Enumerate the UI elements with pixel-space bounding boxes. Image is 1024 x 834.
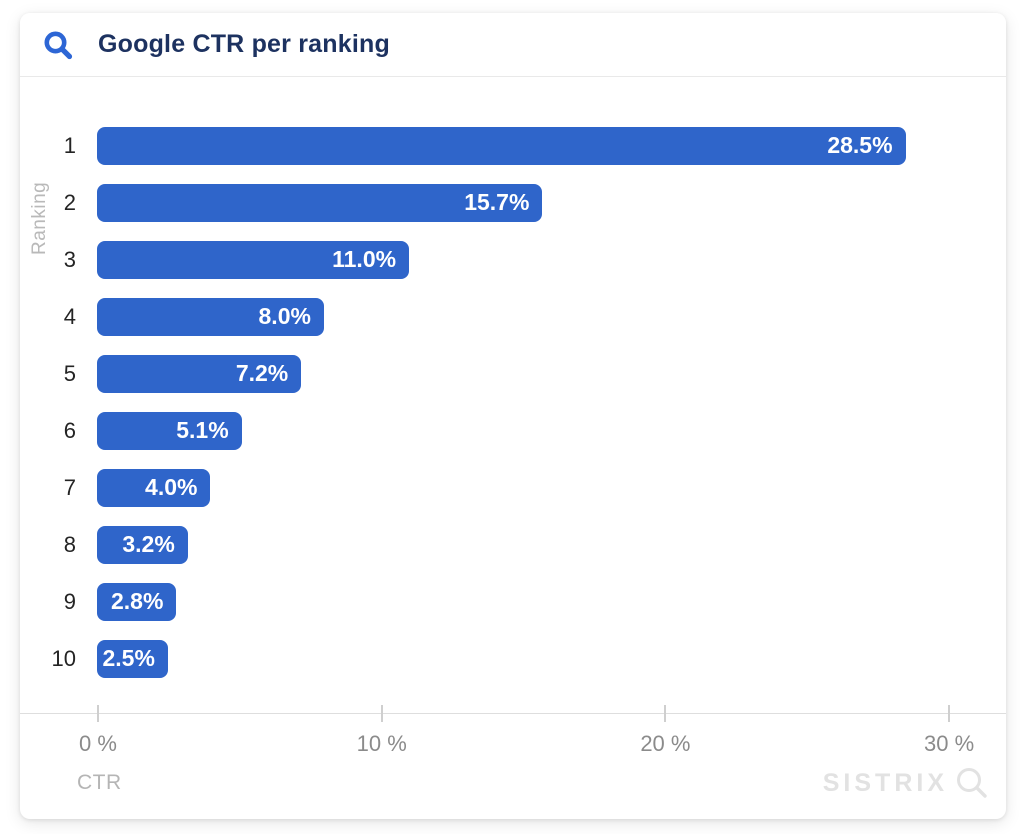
x-axis-tick — [380, 705, 383, 722]
bar-value-label: 3.2% — [122, 531, 175, 557]
bar-row: 9 2.8% — [20, 573, 1006, 630]
chart-card: Google CTR per ranking Ranking 1 28.5% 2 15… — [20, 13, 1006, 819]
x-axis-tick-label: 0 % — [79, 731, 117, 756]
bar-chart: Ranking 1 28.5% 2 15.7% 3 11.0% 4 8.0% 5 7.2% 6 5.1… — [20, 76, 1006, 819]
bar-row: 4 8.0% — [20, 288, 1006, 345]
x-axis-tick — [97, 705, 99, 722]
x-axis-tick-label: 10 % — [356, 731, 407, 756]
ranking-label: 3 — [63, 246, 76, 272]
bar-row: 5 7.2% — [20, 345, 1006, 402]
x-axis-tick-label: 20 % — [640, 731, 691, 756]
ranking-label: 5 — [63, 360, 76, 386]
bar-value-label: 7.2% — [235, 360, 289, 386]
bar-row: 3 11.0% — [20, 231, 1006, 288]
bar-value-label: 8.0% — [258, 303, 311, 329]
ctr-bar: 8.0% — [97, 297, 324, 336]
ctr-bar: 11.0% — [97, 240, 410, 279]
ctr-bar: 7.2% — [97, 354, 302, 393]
x-axis-tick — [948, 705, 951, 722]
bar-value-label: 15.7% — [464, 189, 530, 215]
x-axis-tick — [664, 705, 667, 722]
bar-value-label: 4.0% — [145, 474, 198, 500]
bar-value-label: 28.5% — [827, 132, 893, 158]
ranking-label: 1 — [63, 132, 76, 158]
bar-value-label: 5.1% — [176, 417, 229, 443]
chart-header: Google CTR per ranking — [20, 13, 1006, 77]
bar-value-label: 11.0% — [332, 246, 397, 272]
bar-row: 1 28.5% — [20, 117, 1006, 174]
ranking-label: 7 — [63, 474, 76, 500]
ctr-bar: 2.5% — [97, 639, 168, 678]
bar-value-label: 2.8% — [110, 588, 164, 614]
ranking-label: 2 — [63, 189, 76, 215]
bar-row: 2 15.7% — [20, 174, 1006, 231]
search-icon — [41, 28, 75, 62]
ctr-bar: 3.2% — [97, 525, 188, 564]
bar-row: 8 3.2% — [20, 516, 1006, 573]
x-axis-line — [20, 713, 1006, 714]
ranking-label: 10 — [51, 645, 76, 671]
bar-value-label: 2.5% — [102, 645, 155, 671]
chart-title: Google CTR per ranking — [98, 30, 390, 58]
ctr-bar: 4.0% — [97, 468, 211, 507]
ctr-bar: 2.8% — [97, 582, 177, 621]
magnifier-icon — [957, 768, 987, 798]
bar-rows: 1 28.5% 2 15.7% 3 11.0% 4 8.0% 5 7.2% 6 5.1% 7 4.0% 8 3… — [20, 117, 1006, 687]
x-axis-tick-label: 30 % — [924, 731, 975, 756]
bar-row: 6 5.1% — [20, 402, 1006, 459]
x-axis-label: CTR — [77, 771, 122, 794]
bar-row: 10 2.5% — [20, 630, 1006, 687]
ranking-label: 6 — [63, 417, 76, 443]
ctr-bar: 28.5% — [97, 126, 906, 165]
ranking-label: 8 — [63, 531, 76, 557]
ctr-bar: 5.1% — [97, 411, 242, 450]
brand-name: SISTRIX — [822, 769, 948, 797]
bar-row: 7 4.0% — [20, 459, 1006, 516]
ctr-bar: 15.7% — [97, 183, 543, 222]
brand-logo: SISTRIX — [823, 765, 990, 802]
ranking-label: 4 — [63, 303, 76, 329]
ranking-label: 9 — [63, 588, 76, 614]
